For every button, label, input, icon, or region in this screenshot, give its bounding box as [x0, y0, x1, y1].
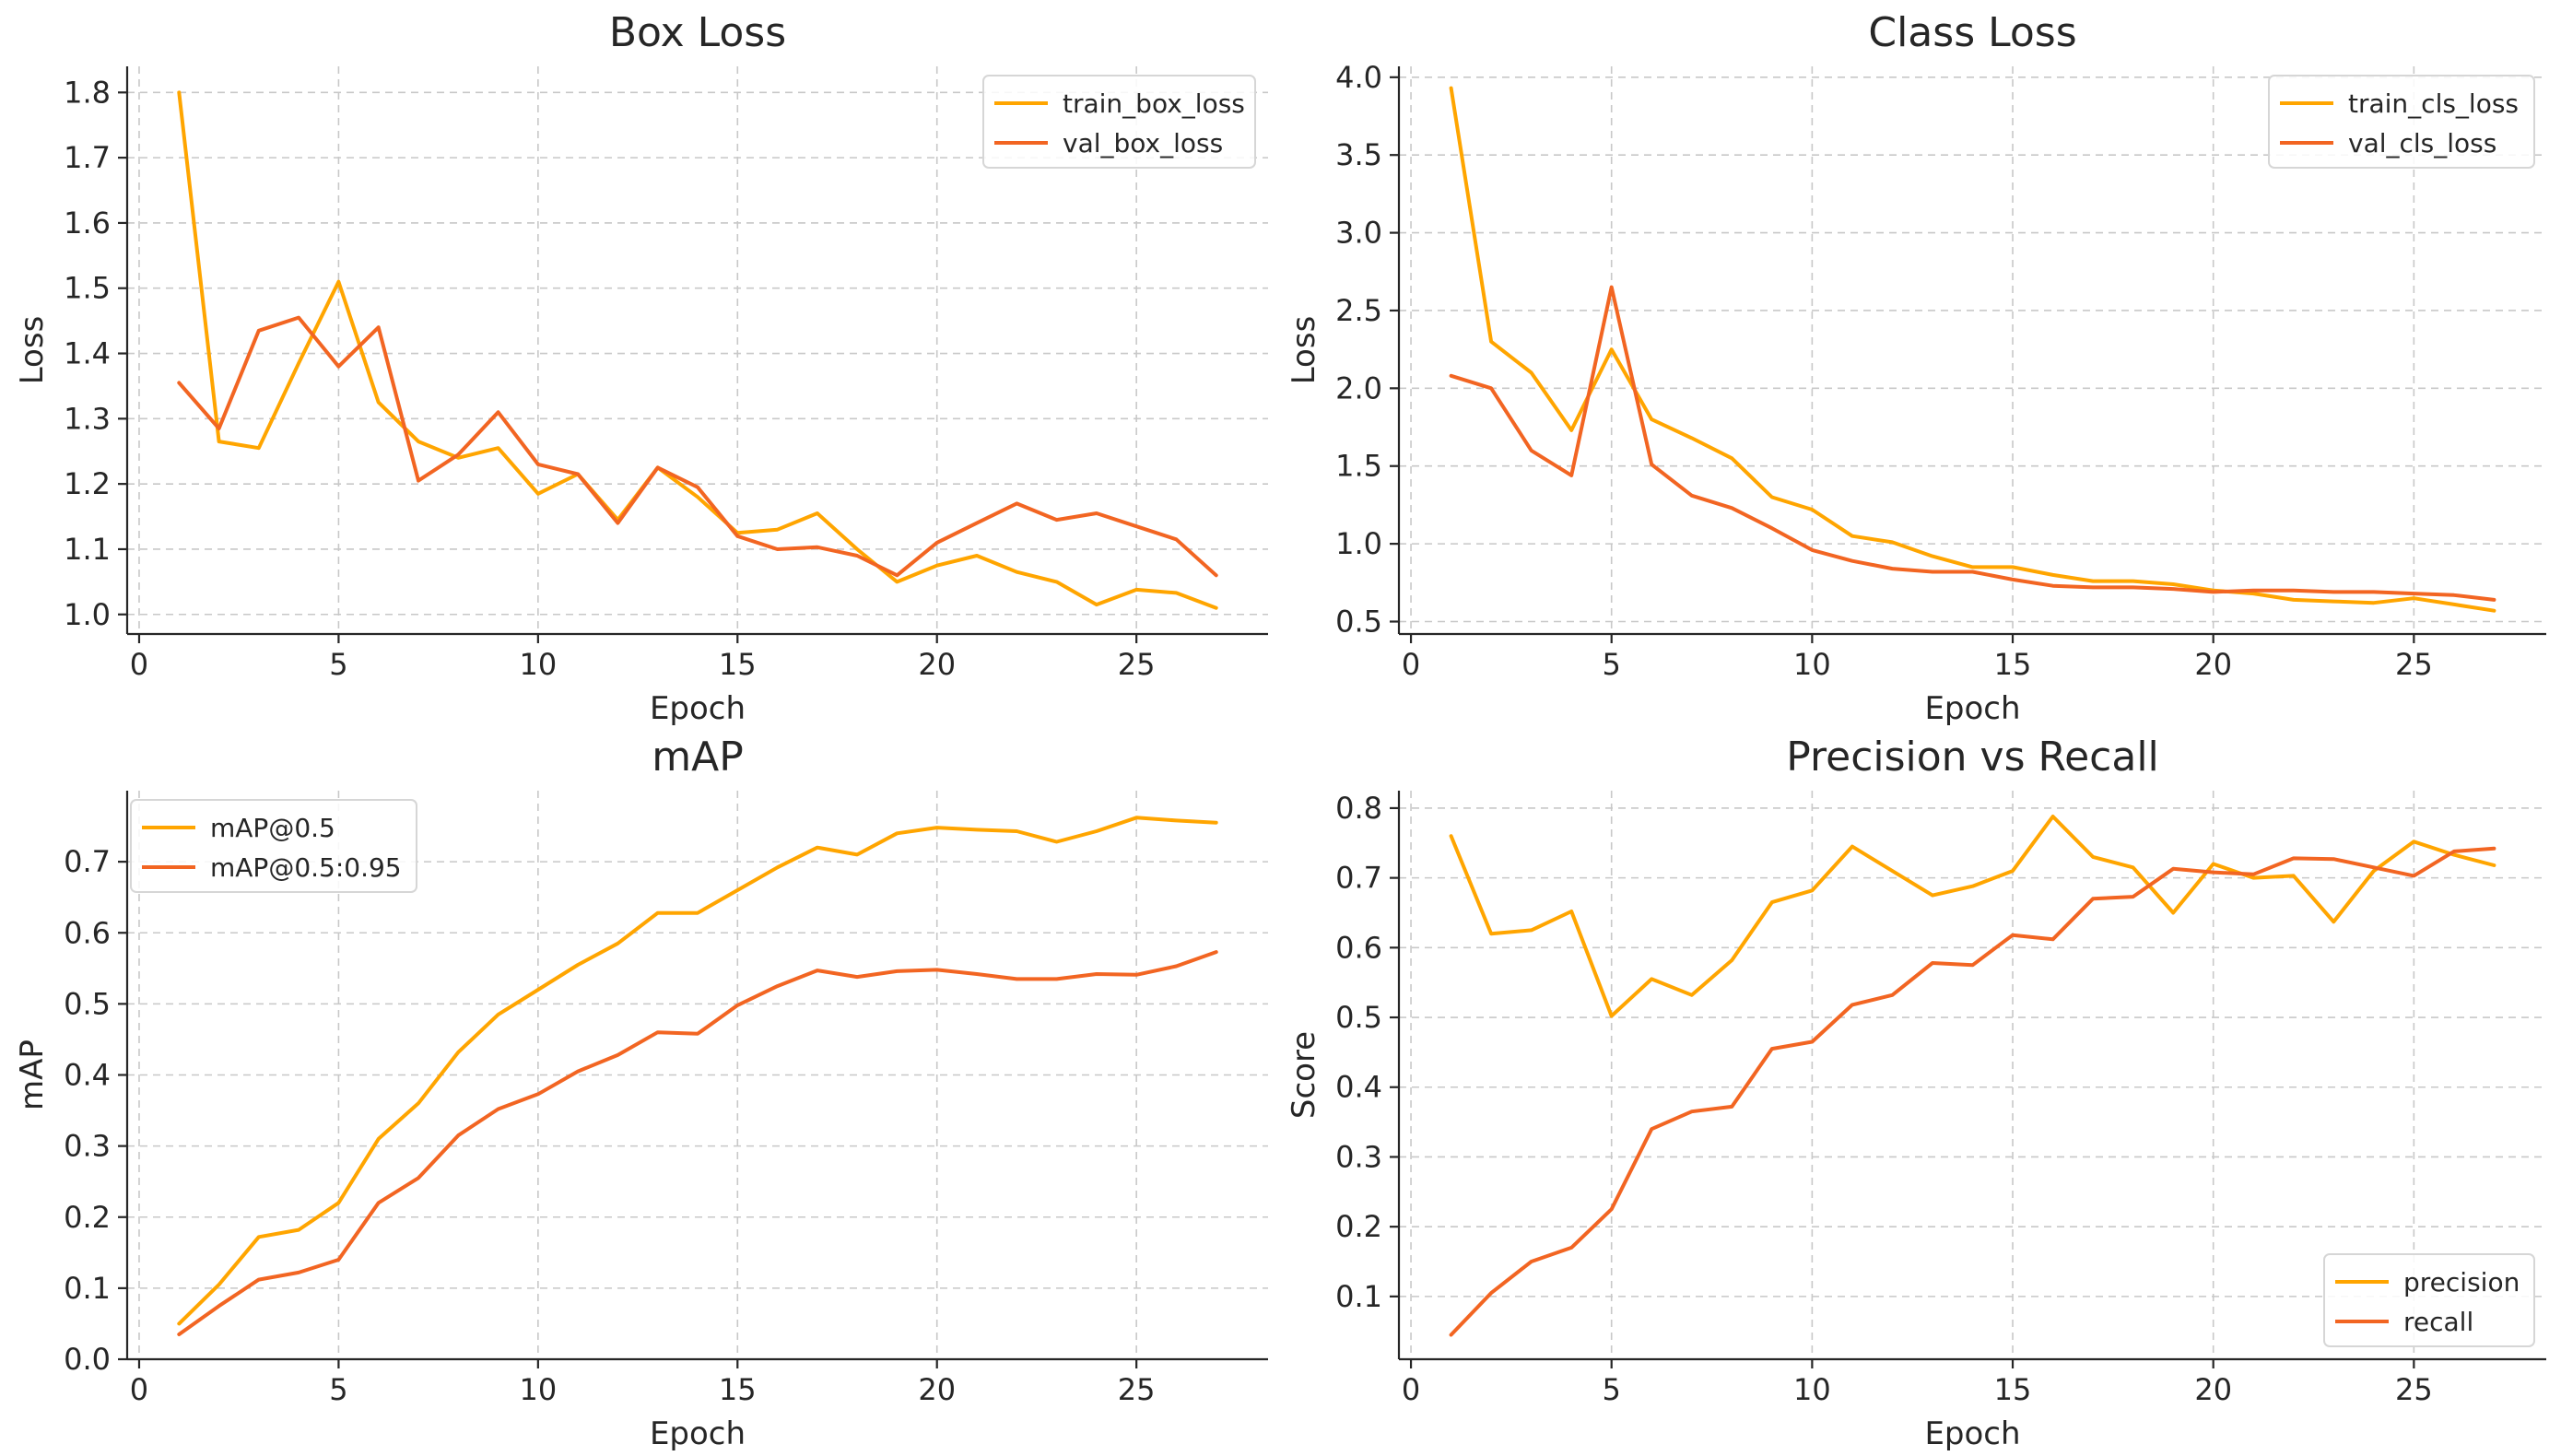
y-tick-label: 1.0	[64, 597, 111, 632]
y-tick-label: 0.6	[1335, 930, 1382, 965]
x-tick-label: 5	[329, 647, 347, 682]
y-axis-label: Score	[1286, 1031, 1322, 1119]
x-tick-label: 15	[719, 647, 757, 682]
y-axis-label: Loss	[1286, 316, 1322, 385]
series-line-mAP@0.5:0.95	[177, 950, 1218, 1336]
legend-label: val_box_loss	[1063, 128, 1223, 159]
x-tick-label: 5	[329, 1372, 347, 1407]
x-tick-label: 5	[1603, 647, 1621, 682]
x-tick-label: 20	[2194, 1372, 2232, 1407]
legend-box	[2268, 75, 2535, 169]
x-tick-label: 15	[1994, 1372, 2032, 1407]
y-tick-label: 1.7	[64, 140, 111, 175]
y-tick-label: 1.8	[64, 75, 111, 110]
y-tick-label: 0.8	[1335, 791, 1382, 826]
y-tick-label: 0.3	[64, 1129, 111, 1164]
x-tick-label: 10	[519, 1372, 557, 1407]
x-tick-label: 0	[130, 1372, 148, 1407]
y-tick-label: 0.4	[1335, 1070, 1382, 1105]
x-tick-label: 25	[2395, 647, 2433, 682]
series-line-val_box_loss	[177, 315, 1218, 578]
x-tick-label: 0	[130, 647, 148, 682]
x-tick-label: 15	[1994, 647, 2032, 682]
x-axis-label: Epoch	[650, 1415, 746, 1452]
chart-title: Box Loss	[609, 9, 786, 56]
y-axis-label: Loss	[14, 316, 51, 385]
legend-label: train_cls_loss	[2348, 88, 2519, 119]
legend-label: precision	[2403, 1267, 2520, 1297]
y-tick-label: 1.0	[1335, 526, 1382, 561]
y-tick-label: 0.5	[1335, 604, 1382, 639]
chart-title: Precision vs Recall	[1786, 734, 2159, 781]
x-tick-label: 10	[1793, 647, 1831, 682]
series-line-val_cls_loss	[1449, 285, 2496, 602]
y-tick-label: 3.5	[1335, 137, 1382, 172]
y-tick-label: 0.2	[1335, 1209, 1382, 1244]
y-tick-label: 0.2	[64, 1200, 111, 1235]
x-tick-label: 25	[1118, 1372, 1156, 1407]
y-tick-label: 1.3	[64, 401, 111, 436]
y-tick-label: 0.1	[1335, 1279, 1382, 1314]
series-line-precision	[1449, 815, 2496, 1018]
x-tick-label: 0	[1402, 647, 1420, 682]
y-tick-label: 3.0	[1335, 216, 1382, 251]
x-tick-label: 5	[1603, 1372, 1621, 1407]
chart-panel-3: 0 5 10 15 20 25 0.0 0.1 0.2 0.3 0.4 0.5 0.6 0.7 mAP Epo…	[14, 734, 1268, 1452]
y-tick-label: 1.4	[64, 336, 111, 371]
series-line-recall	[1449, 846, 2496, 1337]
x-axis-label: Epoch	[1924, 690, 2020, 727]
x-axis-label: Epoch	[650, 690, 746, 727]
x-tick-label: 10	[1793, 1372, 1831, 1407]
y-tick-label: 0.3	[1335, 1139, 1382, 1174]
x-axis-label: Epoch	[1924, 1415, 2020, 1452]
legend-label: mAP@0.5	[210, 813, 335, 843]
x-tick-label: 0	[1402, 1372, 1420, 1407]
chart-title: Class Loss	[1868, 9, 2076, 56]
legend-label: train_box_loss	[1063, 88, 1245, 119]
chart-panel-2: 0 5 10 15 20 25 0.5 1.0 1.5 2.0 2.5 3.0 3.5 4.0 Class …	[1286, 9, 2546, 727]
legend: mAP@0.5 mAP@0.5:0.95	[130, 799, 417, 893]
y-tick-label: 1.5	[1335, 449, 1382, 484]
chart-panel-4: 0 5 10 15 20 25 0.1 0.2 0.3 0.4 0.5 0.6 0.7 0.8 Precis…	[1286, 734, 2546, 1452]
x-tick-label: 10	[519, 647, 557, 682]
y-tick-label: 4.0	[1335, 60, 1382, 95]
y-tick-label: 0.5	[1335, 1000, 1382, 1035]
y-tick-label: 1.2	[64, 466, 111, 501]
y-tick-label: 2.5	[1335, 293, 1382, 328]
legend: precision recall	[2323, 1253, 2535, 1347]
legend-box	[130, 799, 417, 893]
y-tick-label: 0.4	[64, 1058, 111, 1093]
legend-box	[982, 75, 1256, 169]
y-tick-label: 2.0	[1335, 370, 1382, 405]
y-tick-label: 0.1	[64, 1271, 111, 1306]
y-tick-label: 0.0	[64, 1342, 111, 1377]
legend: train_cls_loss val_cls_loss	[2268, 75, 2535, 169]
series-line-train_cls_loss	[1449, 86, 2496, 613]
y-tick-label: 0.5	[64, 986, 111, 1021]
series-line-mAP@0.5	[177, 816, 1218, 1326]
x-tick-label: 25	[2395, 1372, 2433, 1407]
y-tick-label: 1.6	[64, 205, 111, 241]
chart-title: mAP	[652, 734, 744, 781]
y-axis-label: mAP	[14, 1039, 51, 1110]
y-tick-label: 1.1	[64, 532, 111, 567]
y-tick-label: 0.6	[64, 915, 111, 950]
series-line-train_box_loss	[177, 90, 1218, 610]
y-tick-label: 0.7	[1335, 861, 1382, 896]
y-tick-label: 0.7	[64, 844, 111, 879]
legend: train_box_loss val_box_loss	[982, 75, 1256, 169]
x-tick-label: 20	[918, 647, 956, 682]
chart-panel-1: 0 5 10 15 20 25 1.0 1.1 1.2 1.3 1.4 1.5 1.6 1.7 1.8 Box…	[14, 9, 1268, 727]
x-tick-label: 25	[1118, 647, 1156, 682]
legend-label: mAP@0.5:0.95	[210, 852, 402, 883]
y-tick-label: 1.5	[64, 271, 111, 306]
legend-label: val_cls_loss	[2348, 128, 2496, 159]
x-tick-label: 20	[2194, 647, 2232, 682]
x-tick-label: 20	[918, 1372, 956, 1407]
legend-label: recall	[2403, 1307, 2473, 1337]
x-tick-label: 15	[719, 1372, 757, 1407]
